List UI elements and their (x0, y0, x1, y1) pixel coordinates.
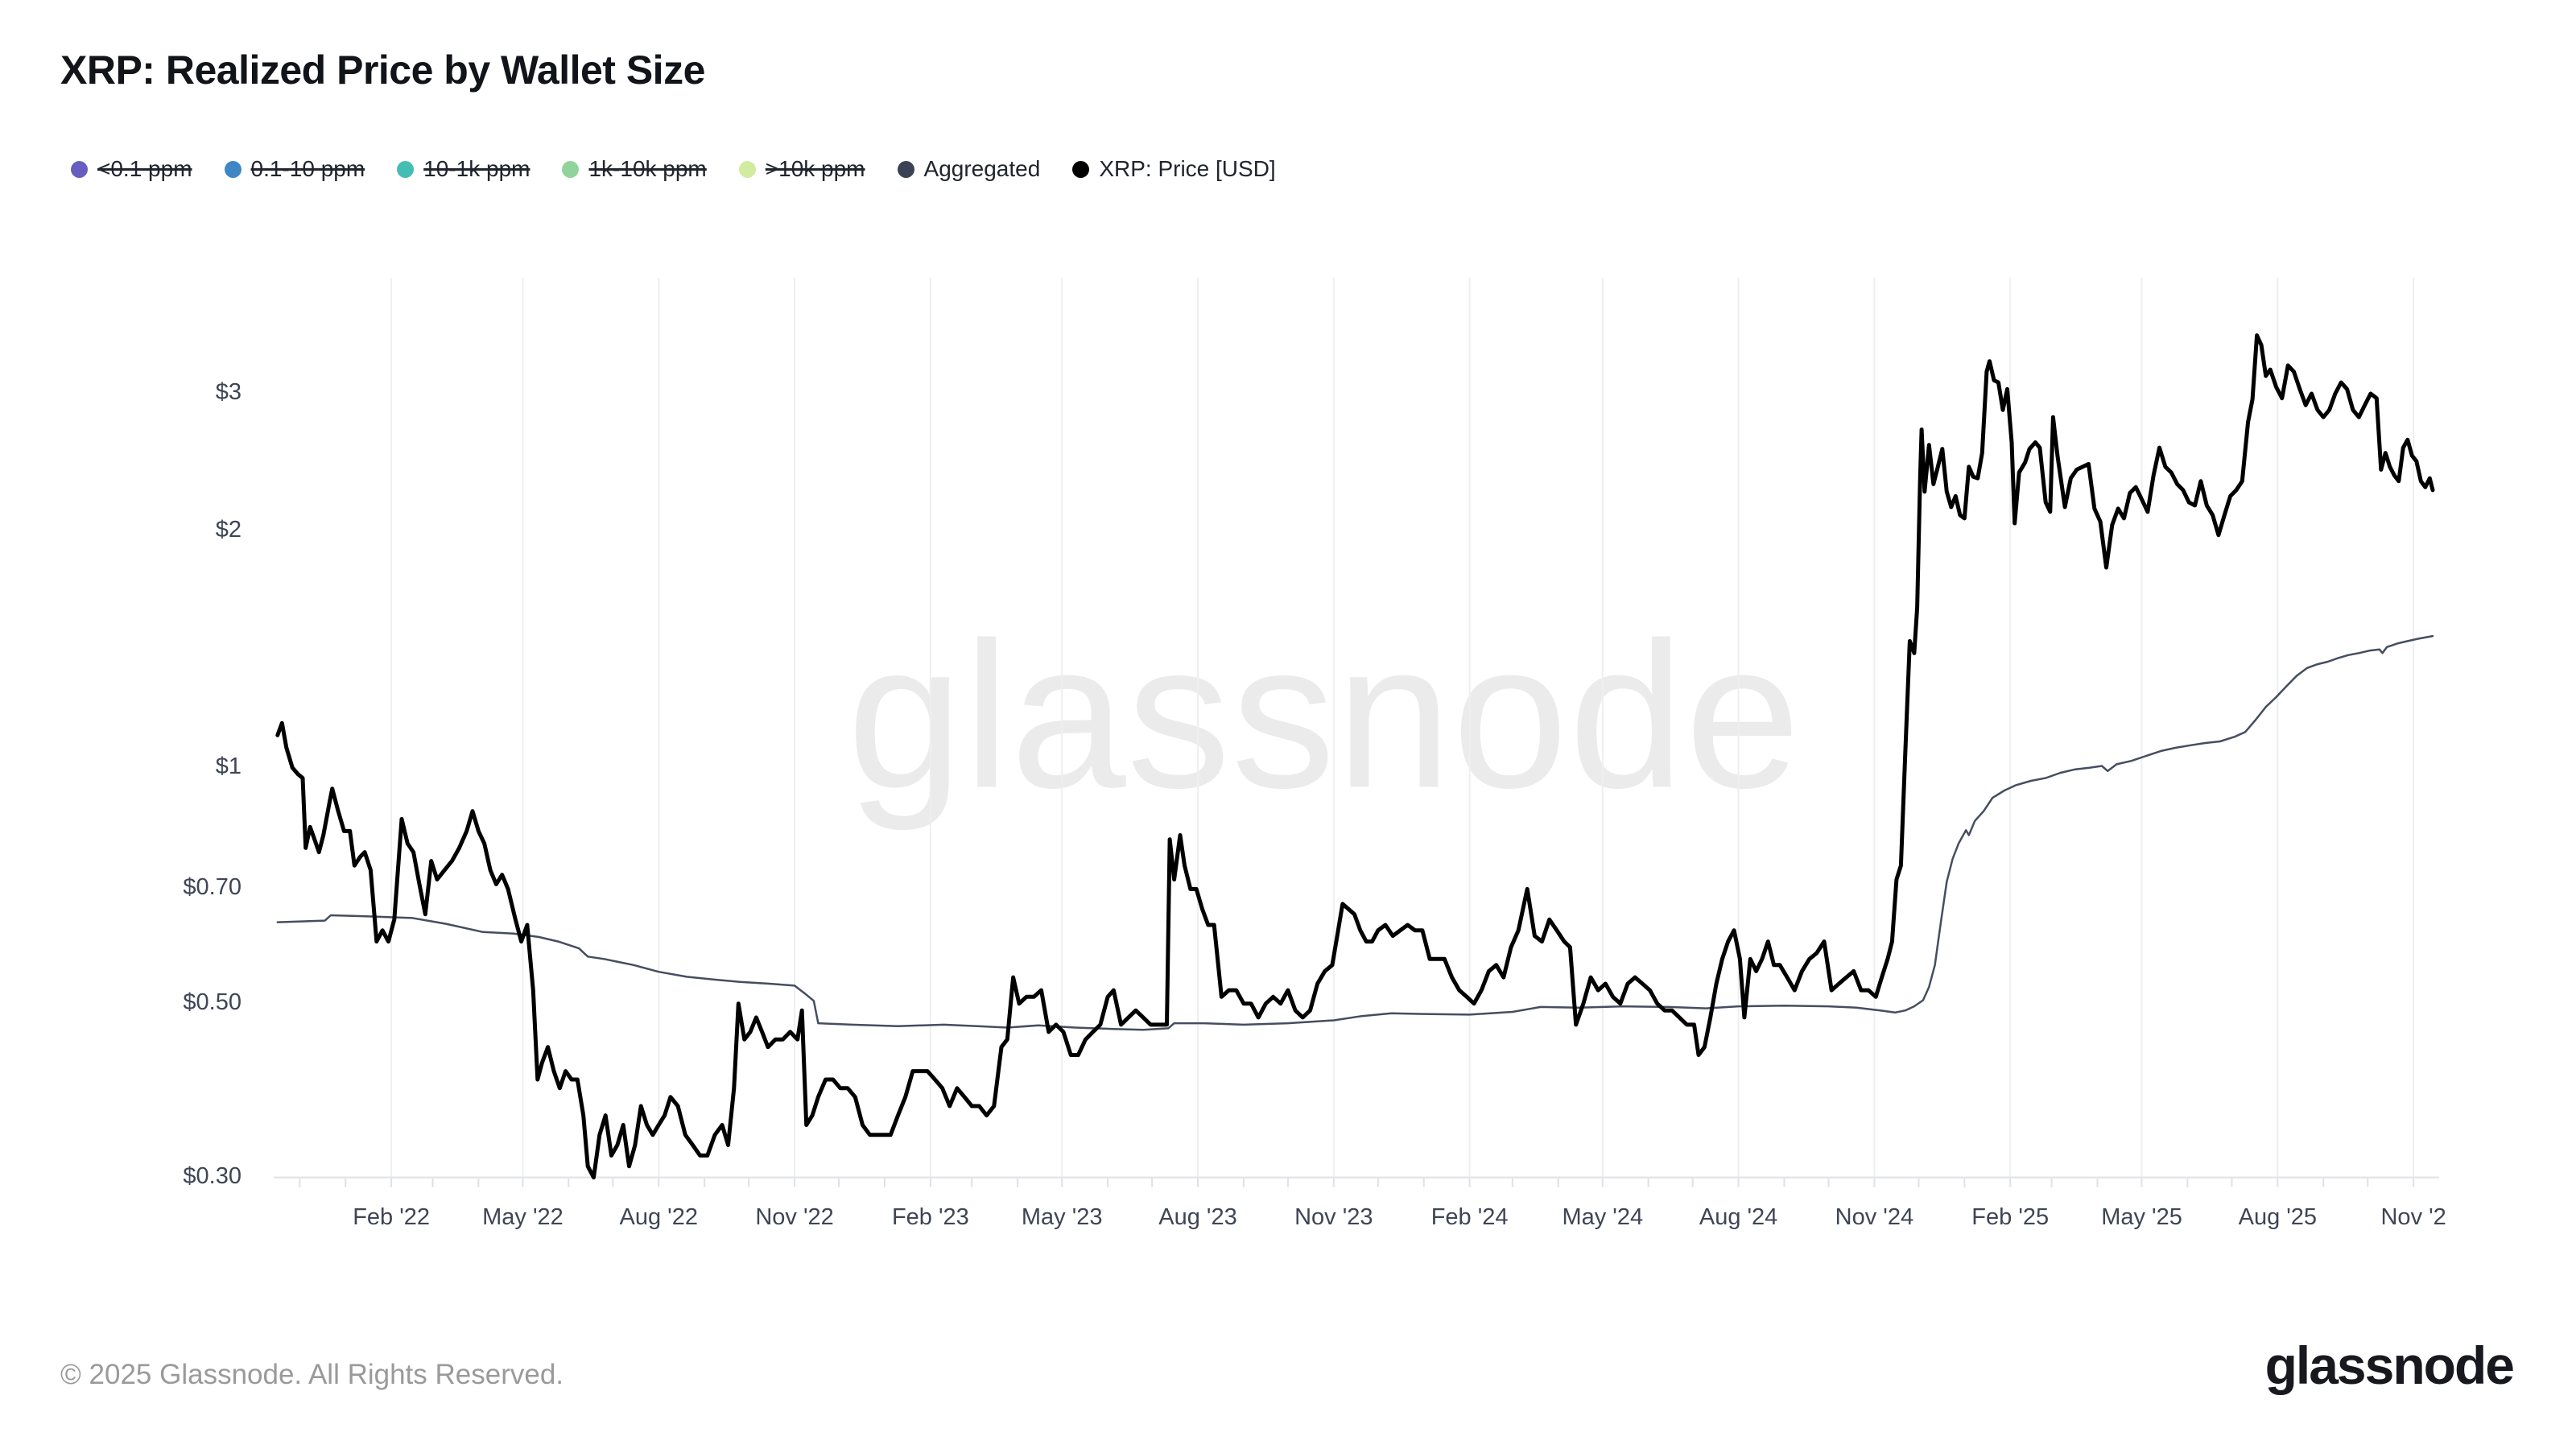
y-axis-tick-label: $2 (215, 517, 242, 543)
legend-item-3[interactable]: 1k-10k ppm (562, 156, 707, 182)
x-axis-tick-label: May '24 (1562, 1204, 1644, 1230)
page-title: XRP: Realized Price by Wallet Size (60, 47, 705, 93)
y-axis-tick-label: $3 (215, 379, 242, 405)
x-axis-tick-label: Aug '24 (1699, 1204, 1778, 1230)
legend-item-label: Aggregated (923, 156, 1041, 181)
x-axis-tick-label: Aug '22 (619, 1204, 698, 1230)
x-axis-tick-label: Feb '23 (891, 1204, 969, 1230)
legend-item-5[interactable]: Aggregated (897, 156, 1041, 182)
legend-item-label: <0.1 ppm (97, 156, 192, 181)
legend-item-2[interactable]: 10-1k ppm (397, 156, 530, 182)
legend-dot-icon (224, 160, 242, 178)
legend-item-label: 10-1k ppm (423, 156, 530, 181)
x-axis-tick-label: Nov '22 (755, 1204, 834, 1230)
y-axis-tick-label: $0.30 (183, 1162, 242, 1189)
glassnode-logo: glassnode (2264, 1335, 2515, 1395)
legend-item-6[interactable]: XRP: Price [USD] (1072, 156, 1276, 182)
y-axis-tick-label: $0.50 (183, 989, 242, 1015)
x-axis-tick-label: Feb '25 (1971, 1204, 2050, 1230)
series-line-aggregated (276, 634, 2434, 1031)
x-axis-tick-label: May '25 (2101, 1204, 2182, 1230)
x-axis-tick-label: May '23 (1021, 1204, 1103, 1230)
legend-item-label: 1k-10k ppm (588, 156, 707, 181)
legend-dot-icon (71, 160, 88, 178)
x-axis-tick-label: May '22 (482, 1204, 564, 1230)
legend-item-label: XRP: Price [USD] (1099, 156, 1276, 181)
y-axis-tick-label: $0.70 (183, 874, 242, 901)
x-axis-tick-label: Nov '2 (2380, 1204, 2446, 1230)
legend-dot-icon (738, 160, 756, 178)
x-axis-tick-label: Nov '23 (1294, 1204, 1373, 1230)
x-axis-tick-label: Feb '22 (353, 1204, 431, 1230)
legend-item-4[interactable]: >10k ppm (738, 156, 865, 182)
x-axis-tick-label: Feb '24 (1430, 1204, 1509, 1230)
series-line-xrp-price-usd- (275, 333, 2435, 1180)
y-axis-tick-label: $1 (215, 753, 242, 779)
x-axis-tick-label: Aug '25 (2238, 1204, 2318, 1230)
legend-dot-icon (397, 160, 415, 178)
legend-item-1[interactable]: 0.1-10 ppm (224, 156, 365, 182)
legend-dot-icon (562, 160, 580, 178)
copyright-text: © 2025 Glassnode. All Rights Reserved. (60, 1359, 564, 1390)
x-axis-tick-label: Nov '24 (1835, 1204, 1914, 1230)
legend-dot-icon (897, 160, 914, 178)
legend-item-label: >10k ppm (765, 156, 865, 181)
legend-item-0[interactable]: <0.1 ppm (71, 156, 192, 182)
chart-legend: <0.1 ppm 0.1-10 ppm 10-1k ppm 1k-10k ppm >10… (71, 156, 1276, 182)
legend-dot-icon (1072, 160, 1090, 178)
legend-item-label: 0.1-10 ppm (250, 156, 365, 181)
x-axis-tick-label: Aug '23 (1158, 1204, 1237, 1230)
